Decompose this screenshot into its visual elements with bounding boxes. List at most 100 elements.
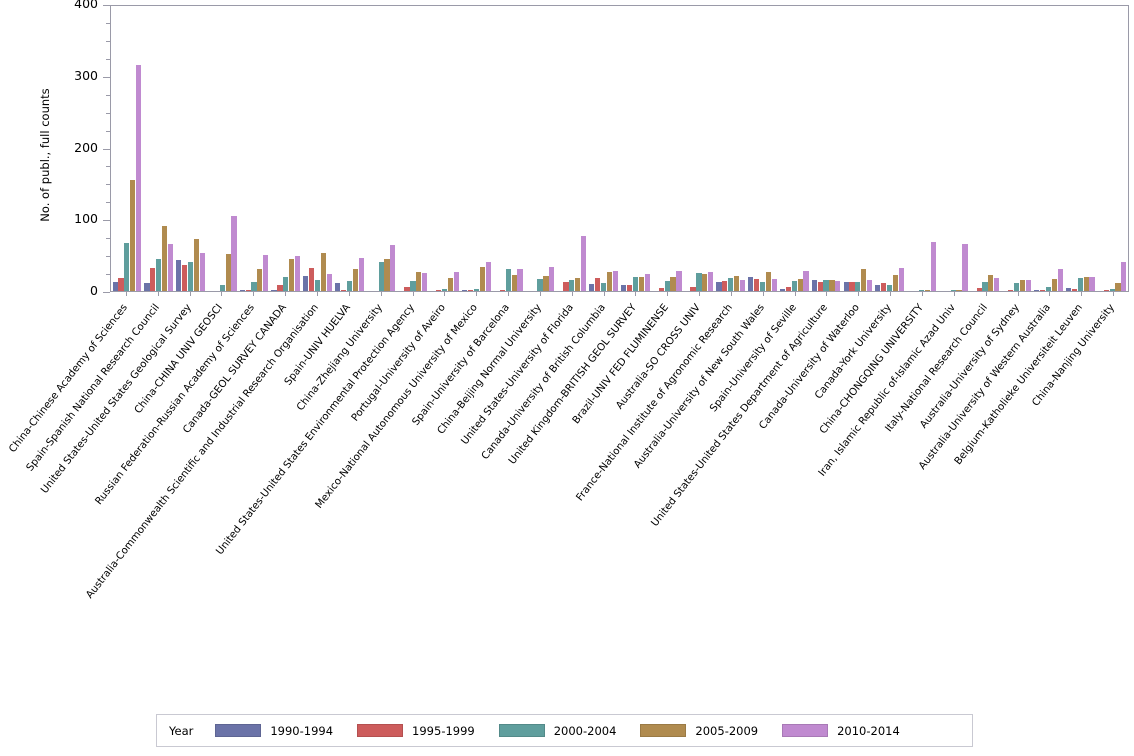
bar (499, 290, 505, 291)
bar (390, 245, 396, 291)
legend-item[interactable]: 1995-1999 (357, 724, 475, 738)
bar (1083, 277, 1089, 291)
y-tick-label: 0 (90, 283, 98, 298)
y-minor-tick (106, 40, 110, 42)
bar (245, 289, 251, 291)
bar (422, 273, 428, 291)
legend-swatch (357, 724, 404, 737)
bar (442, 288, 448, 291)
y-minor-tick (106, 256, 110, 258)
bar-group (810, 6, 842, 291)
y-tick-mark (103, 220, 110, 222)
bar (982, 281, 988, 291)
bar (156, 258, 162, 291)
y-minor-tick (106, 58, 110, 60)
bar-group (874, 6, 906, 291)
bar-group (620, 6, 652, 291)
bar (231, 216, 237, 291)
bar (748, 277, 754, 291)
y-tick-mark (103, 292, 110, 293)
bar (326, 273, 332, 291)
y-minor-tick (106, 22, 110, 24)
bar-group (556, 6, 588, 291)
x-tick-mark (476, 292, 478, 296)
bar (283, 277, 289, 291)
bar (708, 272, 714, 291)
bar (352, 268, 358, 291)
legend-item[interactable]: 2010-2014 (782, 724, 900, 738)
bar (1020, 279, 1026, 291)
bar-group (842, 6, 874, 291)
bar (239, 290, 245, 291)
bar (823, 279, 829, 291)
legend-item[interactable]: 2005-2009 (640, 724, 758, 738)
chart-legend: Year 1990-1994 1995-1999 2000-2004 2005-200… (156, 714, 973, 747)
legend-item[interactable]: 2000-2004 (498, 724, 616, 738)
legend-item[interactable]: 1990-1994 (215, 724, 333, 738)
x-tick-mark (730, 292, 732, 296)
legend-items: 1990-1994 1995-1999 2000-2004 2005-2009 2010… (215, 724, 923, 738)
bar (676, 270, 682, 291)
legend-swatch (498, 724, 545, 737)
x-tick-mark (699, 292, 701, 296)
bar-group (1096, 6, 1128, 291)
bar (416, 272, 422, 291)
bar (803, 270, 809, 291)
y-tick-mark (103, 148, 110, 150)
x-tick-mark (221, 292, 223, 296)
bar (569, 280, 575, 291)
bar-group (524, 6, 556, 291)
x-tick-mark (953, 292, 955, 296)
bar (320, 252, 327, 291)
bar (1065, 288, 1072, 291)
bar (881, 283, 887, 291)
bar (1045, 286, 1052, 291)
bar (829, 280, 835, 291)
y-tick-label: 400 (74, 0, 98, 11)
x-tick-mark (253, 292, 255, 296)
y-minor-tick (106, 94, 110, 96)
bar (728, 278, 734, 291)
bar (1025, 280, 1032, 291)
bar-group (651, 6, 683, 291)
x-tick-mark (890, 292, 892, 296)
bar (161, 226, 168, 291)
x-tick-mark (508, 292, 510, 296)
x-tick-mark (285, 292, 287, 296)
bar (956, 290, 962, 291)
bar (447, 278, 454, 291)
bar (314, 280, 321, 291)
bar (771, 278, 777, 291)
x-tick-mark (667, 292, 669, 296)
bar (150, 268, 156, 291)
bar-group (1064, 6, 1096, 291)
bar (340, 289, 347, 291)
bar (468, 289, 474, 291)
bar (1034, 289, 1040, 291)
bar (181, 265, 188, 291)
bar-group (747, 6, 779, 291)
bar (505, 269, 511, 291)
bar (251, 282, 257, 291)
bar (817, 282, 823, 291)
bar (589, 283, 595, 291)
bar (199, 252, 205, 291)
bar (1014, 283, 1020, 291)
x-tick-mark (348, 292, 350, 296)
bar (861, 268, 867, 291)
y-tick-label: 300 (74, 67, 98, 83)
x-tick-mark (1049, 292, 1051, 296)
bar (193, 239, 199, 291)
x-tick-mark (380, 292, 382, 296)
bar (739, 280, 746, 291)
bar (289, 259, 295, 291)
x-tick-mark (316, 292, 318, 296)
bar (835, 280, 841, 291)
bar-group (683, 6, 715, 291)
bar (918, 289, 925, 291)
bar-group (143, 6, 175, 291)
bar (136, 65, 142, 291)
bar-group (588, 6, 620, 291)
bar-groups (111, 6, 1128, 291)
bar (887, 284, 893, 291)
